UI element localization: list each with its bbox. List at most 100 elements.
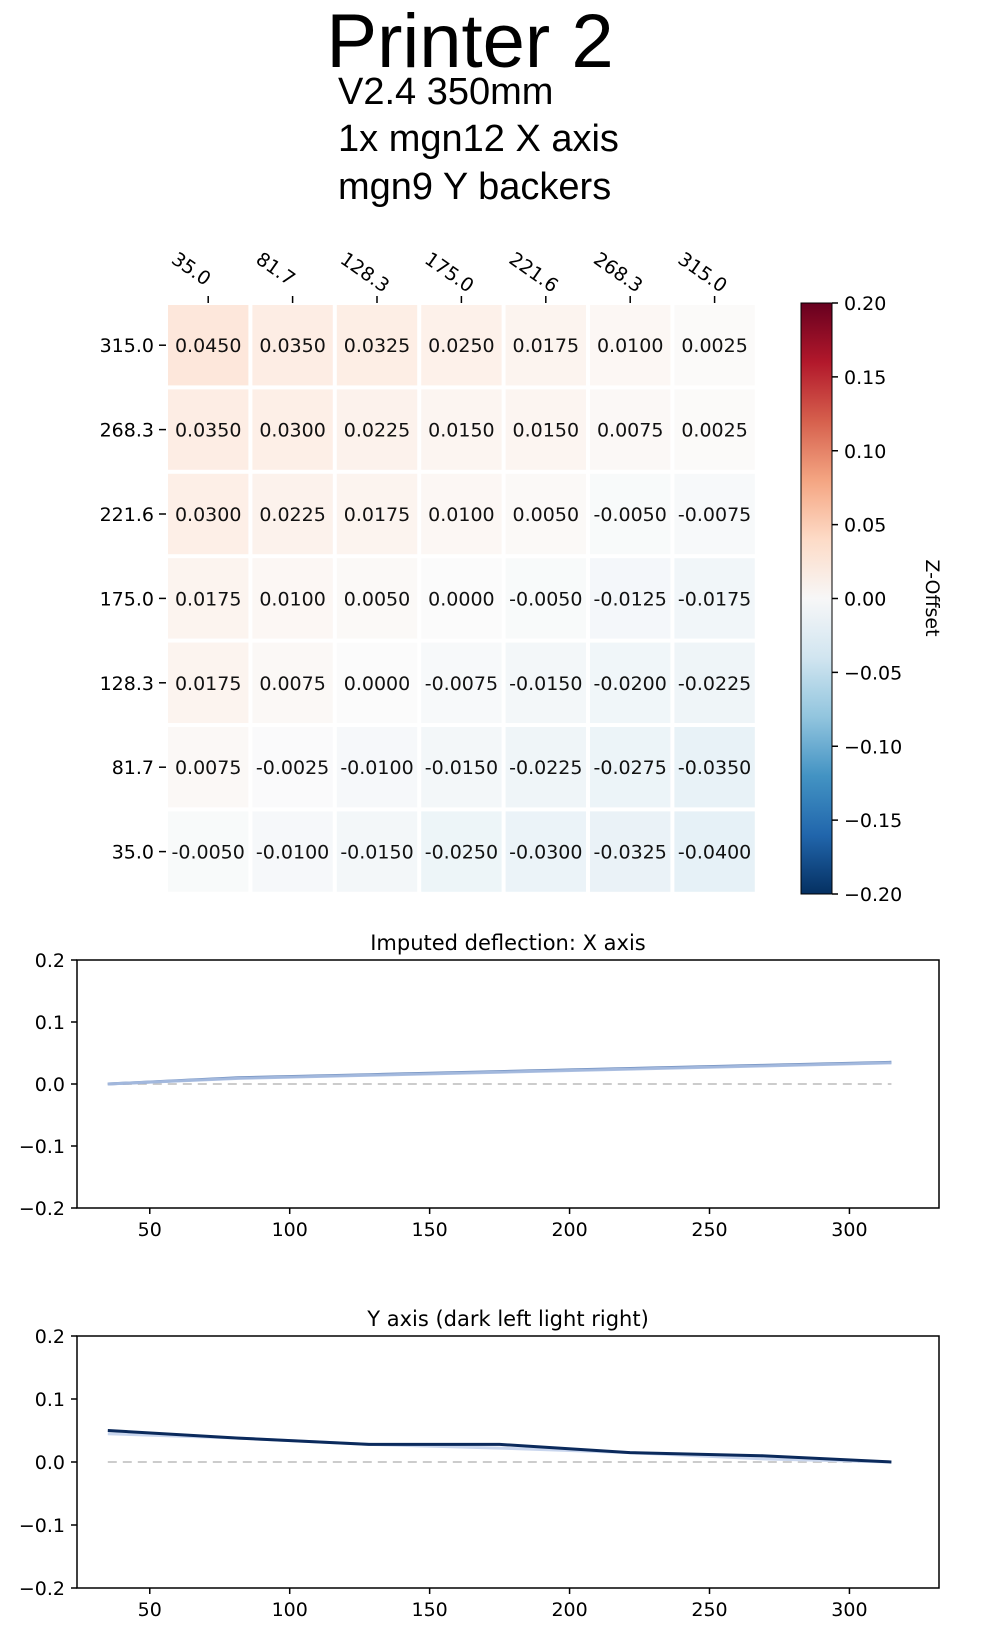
x-tick-label: 315.0	[674, 248, 731, 297]
heatmap-cell-label: -0.0325	[594, 842, 667, 864]
heatmap-cell	[252, 642, 333, 723]
page-title: Printer 2	[326, 0, 614, 84]
y-deflection-y-tick-label: −0.2	[19, 1578, 65, 1600]
heatmap-cell	[505, 642, 586, 723]
heatmap-cell-label: 0.0175	[344, 504, 410, 526]
y-deflection-y-tick-label: 0.1	[35, 1389, 65, 1411]
heatmap-cell	[505, 727, 586, 808]
x-deflection-y-tick-label: −0.2	[19, 1198, 65, 1220]
heatmap-cell-label: 0.0175	[513, 335, 579, 357]
colorbar-tick-label: 0.20	[844, 293, 886, 315]
heatmap-cell	[674, 558, 755, 639]
x-tick-label: 35.0	[167, 248, 214, 290]
heatmap-cell-label: -0.0150	[425, 757, 498, 779]
heatmap-cell-label: -0.0250	[425, 842, 498, 864]
y-tick-label: 221.6	[100, 504, 154, 526]
heatmap-cell-label: -0.0400	[678, 842, 751, 864]
heatmap-cell-label: 0.0175	[175, 673, 241, 695]
y-deflection-x-tick-label: 300	[831, 1599, 867, 1621]
heatmap-cell-label: -0.0150	[509, 673, 582, 695]
y-tick-label: 128.3	[100, 673, 154, 695]
heatmap-cell-label: 0.0050	[513, 504, 579, 526]
heatmap-cell	[336, 473, 418, 555]
y-deflection-title: Y axis (dark left light right)	[366, 1307, 649, 1331]
y-deflection-x-tick-label: 50	[138, 1599, 162, 1621]
heatmap-cell	[590, 473, 671, 555]
x-tick-label: 128.3	[336, 248, 393, 297]
heatmap-cell	[168, 727, 249, 808]
heatmap-cell	[168, 811, 249, 892]
heatmap-cell-label: 0.0075	[259, 673, 325, 695]
x-deflection-x-tick-label: 150	[412, 1219, 448, 1241]
heatmap-cell	[168, 305, 249, 386]
heatmap-cell-label: -0.0050	[172, 842, 245, 864]
heatmap-cell-label: -0.0025	[256, 757, 329, 779]
heatmap-cell-label: 0.0300	[175, 504, 241, 526]
y-deflection-x-tick-label: 250	[691, 1599, 727, 1621]
heatmap-cell	[421, 727, 502, 808]
heatmap-cell-label: -0.0275	[594, 757, 667, 779]
colorbar-tick-label: 0.10	[844, 441, 886, 463]
heatmap-cell-label: 0.0225	[344, 420, 410, 442]
heatmap-cell-label: 0.0050	[344, 588, 410, 610]
y-deflection-x-tick-label: 100	[272, 1599, 308, 1621]
heatmap-cell	[505, 558, 586, 639]
heatmap-cell	[674, 811, 755, 892]
heatmap-cell	[590, 642, 671, 723]
subtitle-line-3: mgn9 Y backers	[338, 166, 612, 208]
x-deflection-x-tick-label: 300	[831, 1219, 867, 1241]
colorbar	[800, 302, 833, 895]
y-axis-deflection-chart: Y axis (dark left light right) 50 100 150 20…	[19, 1307, 940, 1621]
heatmap-cell	[505, 389, 586, 470]
heatmap-cell	[421, 811, 502, 892]
y-tick-label: 175.0	[100, 588, 154, 610]
x-tick-label: 268.3	[589, 248, 646, 297]
heatmap-cell-label: 0.0175	[175, 588, 241, 610]
heatmap-cell-label: 0.0350	[259, 335, 325, 357]
heatmap-cell-label: -0.0100	[256, 842, 329, 864]
heatmap-cell	[590, 305, 671, 386]
heatmap-chart: 0.0450 0.0350 0.0325 0.0250 0.0175 0.0100 0.00…	[100, 248, 943, 906]
heatmap-cell	[336, 642, 418, 723]
heatmap-cell	[505, 305, 586, 386]
heatmap-cell	[674, 473, 755, 555]
heatmap-cell	[421, 642, 502, 723]
y-deflection-x-tick-label: 150	[412, 1599, 448, 1621]
y-tick-label: 315.0	[100, 335, 154, 357]
heatmap-cell-label: -0.0050	[594, 504, 667, 526]
y-deflection-x-tick-label: 200	[551, 1599, 587, 1621]
heatmap-cell	[421, 305, 502, 386]
heatmap-cell	[252, 473, 333, 555]
heatmap-cell-label: 0.0100	[259, 588, 325, 610]
header: Printer 2 V2.4 350mm 1x mgn12 X axis mgn…	[0, 0, 986, 240]
x-deflection-x-tick-label: 50	[138, 1219, 162, 1241]
y-deflection-series-2	[107, 1429, 892, 1464]
heatmap-cell-label: 0.0325	[344, 335, 410, 357]
y-deflection-y-tick-label: −0.1	[19, 1515, 65, 1537]
heatmap-cell-label: 0.0075	[175, 757, 241, 779]
heatmap-cell	[674, 305, 755, 386]
heatmap-cell	[505, 473, 586, 555]
heatmap-cell	[590, 811, 671, 892]
heatmap-cell-label: 0.0025	[681, 335, 747, 357]
y-tick-label: 81.7	[112, 757, 154, 779]
x-tick-label: 81.7	[252, 248, 299, 290]
heatmap-cell-label: 0.0000	[428, 588, 494, 610]
heatmap-cell	[252, 811, 333, 892]
heatmap-cell	[336, 305, 418, 386]
heatmap-cell-label: 0.0225	[259, 504, 325, 526]
heatmap-cell-label: 0.0075	[597, 420, 663, 442]
heatmap-cell-label: 0.0300	[259, 420, 325, 442]
heatmap-cell	[252, 305, 333, 386]
x-tick-label: 221.6	[505, 248, 562, 297]
heatmap-cell-label: -0.0225	[678, 673, 751, 695]
heatmap-cell-label: 0.0350	[175, 420, 241, 442]
heatmap-cell	[421, 389, 502, 470]
subtitle-line-2: 1x mgn12 X axis	[338, 118, 619, 160]
heatmap-cell	[336, 558, 418, 639]
x-deflection-x-tick-label: 200	[551, 1219, 587, 1241]
heatmap-cell-label: -0.0100	[340, 757, 413, 779]
y-tick-label: 268.3	[100, 420, 154, 442]
heatmap-cell	[252, 389, 333, 470]
heatmap-cell-label: -0.0075	[678, 504, 751, 526]
